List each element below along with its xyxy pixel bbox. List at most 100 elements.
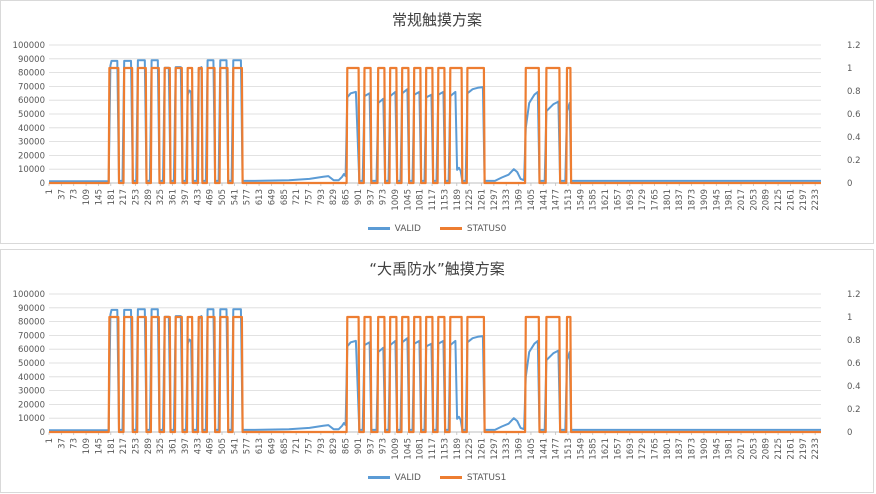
x-tick-label: 865: [342, 189, 352, 205]
x-tick-label: 1693: [626, 189, 636, 211]
x-tick-label: 685: [280, 438, 290, 454]
y-tick-label: 30000: [18, 387, 45, 397]
x-tick-label: 1405: [527, 438, 537, 460]
x-tick-label: 577: [243, 438, 253, 454]
x-tick-label: 1693: [626, 438, 636, 460]
x-tick-label: 1045: [403, 189, 413, 211]
series-line-status0: [49, 66, 821, 185]
x-tick-label: 1585: [589, 438, 599, 460]
x-tick-label: 757: [305, 438, 315, 454]
x-tick-label: 289: [144, 189, 154, 205]
x-tick-label: 1513: [564, 438, 574, 460]
x-tick-label: 1369: [515, 438, 525, 460]
y2-tick-label: 1: [847, 313, 852, 323]
legend-swatch-status: [439, 227, 462, 230]
x-tick-label: 1657: [613, 438, 623, 460]
series-line-status1: [49, 315, 821, 434]
x-tick-label: 1657: [613, 189, 623, 211]
y-tick-label: 70000: [18, 82, 45, 92]
x-tick-label: 721: [292, 438, 302, 454]
legend-item-valid: VALID: [367, 473, 421, 483]
x-tick-label: 1621: [601, 438, 611, 460]
legend-label: STATUS1: [466, 472, 507, 483]
legend-swatch-valid: [367, 476, 390, 479]
x-tick-label: 1801: [663, 189, 673, 211]
y-tick-label: 20000: [18, 151, 45, 161]
y-tick-label: 90000: [18, 55, 45, 65]
y2-tick-label: 0.4: [847, 133, 861, 143]
x-tick-label: 757: [305, 189, 315, 205]
y2-tick-label: 0.2: [847, 156, 861, 166]
x-tick-label: 37: [57, 438, 67, 449]
y-tick-label: 100000: [13, 41, 45, 51]
x-tick-label: 1009: [391, 189, 401, 211]
chart-title: “大禹防水”触摸方案: [369, 260, 505, 278]
y-tick-label: 50000: [18, 359, 45, 369]
x-tick-label: 829: [329, 189, 339, 205]
x-tick-label: 2089: [762, 189, 772, 211]
x-tick-label: 1441: [539, 438, 549, 460]
legend-label: STATUS0: [466, 223, 507, 234]
y-tick-label: 90000: [18, 304, 45, 314]
y-tick-label: 60000: [18, 345, 45, 355]
x-tick-label: 541: [230, 189, 240, 205]
x-tick-label: 2125: [774, 189, 784, 211]
x-tick-label: 1081: [416, 438, 426, 460]
x-tick-label: 901: [354, 438, 364, 454]
x-tick-label: 1189: [453, 189, 463, 211]
x-tick-label: 1261: [478, 189, 488, 211]
x-tick-label: 613: [255, 189, 265, 205]
x-tick-label: 1333: [502, 189, 512, 211]
y-tick-label: 60000: [18, 96, 45, 106]
line-chart: 0 10000 20000 30000 40000 50000 60000 70000 8000…: [13, 41, 861, 211]
x-tick-label: 73: [70, 189, 80, 200]
x-tick-label: 1297: [490, 189, 500, 211]
x-tick-label: 649: [267, 438, 277, 454]
x-tick-label: 1153: [440, 438, 450, 460]
x-tick-label: 1981: [725, 189, 735, 211]
y2-tick-label: 0.6: [847, 110, 861, 120]
x-tick-label: 1369: [515, 189, 525, 211]
x-tick-label: 1765: [651, 189, 661, 211]
x-tick-label: 325: [156, 189, 166, 205]
x-tick-label: 145: [94, 438, 104, 454]
x-tick-label: 253: [132, 438, 142, 454]
y2-tick-label: 0: [847, 179, 852, 189]
y-tick-label: 0: [40, 179, 45, 189]
x-tick-label: 2233: [811, 438, 821, 460]
legend-item-valid: VALID: [367, 224, 421, 234]
x-tick-label: 1873: [688, 438, 698, 460]
chart-panel-conventional: 常规触摸方案 0 10000 20000 30000 40000 50000 60000 70…: [0, 0, 874, 244]
x-tick-label: 2089: [762, 438, 772, 460]
x-tick-label: 1225: [465, 189, 475, 211]
x-tick-label: 1729: [638, 189, 648, 211]
x-tick-label: 181: [107, 189, 117, 205]
legend-swatch-status: [439, 476, 462, 479]
x-tick-label: 505: [218, 438, 228, 454]
x-tick-label: 829: [329, 438, 339, 454]
x-tick-label: 109: [82, 438, 92, 454]
x-tick-label: 1333: [502, 438, 512, 460]
x-tick-label: 865: [342, 438, 352, 454]
x-tick-label: 2197: [799, 438, 809, 460]
x-tick-label: 1153: [440, 189, 450, 211]
x-tick-label: 37: [57, 189, 67, 200]
x-tick-label: 109: [82, 189, 92, 205]
x-tick-label: 1405: [527, 189, 537, 211]
x-tick-label: 2053: [749, 438, 759, 460]
x-tick-label: 1765: [651, 438, 661, 460]
y2-tick-label: 1.2: [847, 290, 861, 300]
x-tick-label: 397: [181, 438, 191, 454]
x-tick-label: 1117: [428, 438, 438, 460]
x-tick-label: 2125: [774, 438, 784, 460]
x-tick-label: 1801: [663, 438, 673, 460]
x-tick-label: 649: [267, 189, 277, 205]
x-tick-label: 145: [94, 189, 104, 205]
x-tick-label: 1729: [638, 438, 648, 460]
y-tick-label: 50000: [18, 110, 45, 120]
x-tick-label: 1873: [688, 189, 698, 211]
y2-tick-label: 0.8: [847, 87, 861, 97]
y-tick-label: 100000: [13, 290, 45, 300]
legend-item-status: STATUS1: [439, 472, 507, 483]
line-chart: 0 10000 20000 30000 40000 50000 60000 70000 8000…: [13, 290, 861, 460]
